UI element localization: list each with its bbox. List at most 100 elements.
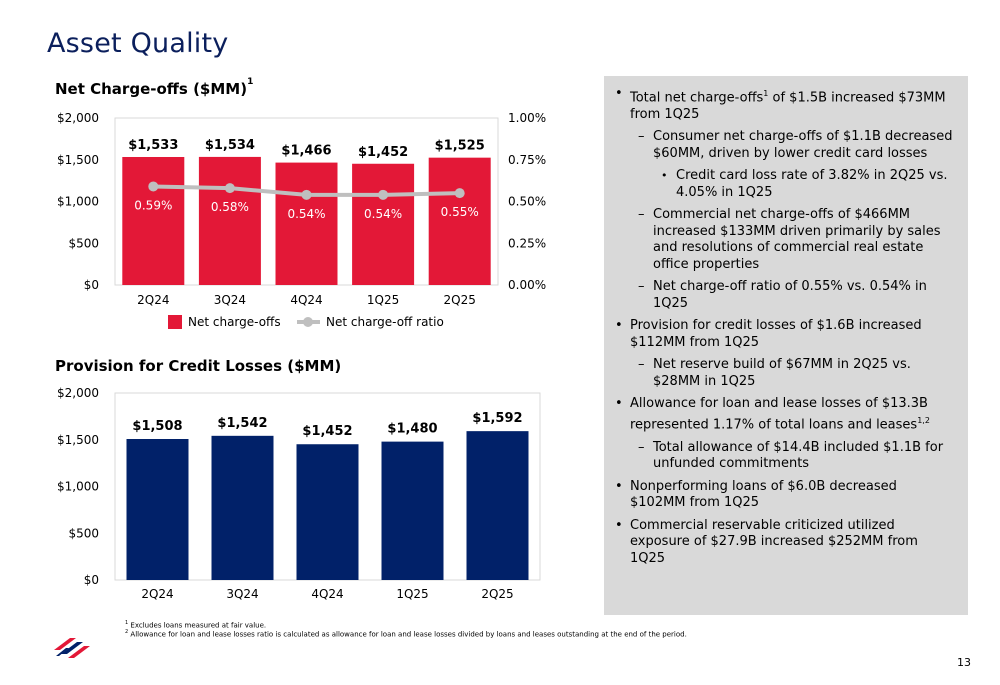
page-title: Asset Quality — [47, 28, 229, 59]
x-tick-label: 2Q25 — [481, 587, 513, 601]
bullet-text-main: Net reserve build of $67MM in 2Q25 vs. $… — [653, 357, 911, 389]
bullet-marker: – — [638, 279, 645, 295]
x-tick-label: 2Q24 — [141, 587, 173, 601]
bullet-text-main: Credit card loss rate of 3.82% in 2Q25 v… — [676, 168, 948, 200]
bar-net-charge-offs — [352, 163, 415, 285]
bullet-level-1: • Commercial reservable criticized utiliz… — [604, 518, 968, 568]
bullet-text: Allowance for loan and lease losses of $… — [630, 396, 956, 433]
bullet-marker: – — [638, 129, 645, 145]
bullet-marker: – — [638, 207, 645, 223]
y-right-tick-label: 0.50% — [508, 195, 546, 209]
legend-label-line: Net charge-off ratio — [326, 315, 444, 329]
legend-swatch-bars — [168, 315, 182, 329]
bullet-level-2: – Total allowance of $14.4B included $1.1… — [604, 440, 968, 473]
bullet-level-1: • Provision for credit losses of $1.6B in… — [604, 318, 968, 351]
footnote-text: Allowance for loan and lease losses rati… — [128, 630, 687, 639]
ratio-value-label: 0.58% — [211, 200, 249, 214]
bullet-text: Credit card loss rate of 3.82% in 2Q25 v… — [676, 168, 954, 201]
ratio-point — [224, 183, 235, 194]
bullet-text-main: Nonperforming loans of $6.0B decreased $… — [630, 478, 897, 511]
y-left-tick-label: $1,500 — [57, 153, 99, 167]
bullet-level-3: • Credit card loss rate of 3.82% in 2Q25 … — [604, 168, 968, 201]
footnote-2: 2 Allowance for loan and lease losses ra… — [125, 629, 687, 638]
bullet-text: Nonperforming loans of $6.0B decreased $… — [630, 479, 956, 512]
y-left-tick-label: $2,000 — [57, 386, 99, 400]
bullet-text: Net reserve build of $67MM in 2Q25 vs. $… — [653, 357, 954, 390]
bullet-text: Commercial net charge-offs of $466MM inc… — [653, 207, 954, 273]
ratio-point — [378, 189, 389, 200]
chart-title-text: Net Charge-offs ($MM) — [55, 80, 248, 98]
bullet-text: Commercial reservable criticized utilize… — [630, 518, 956, 568]
ratio-value-label: 0.55% — [441, 205, 479, 219]
y-right-tick-label: 1.00% — [508, 111, 546, 125]
bar-value-label: $1,525 — [435, 139, 485, 154]
bullet-level-2: – Consumer net charge-offs of $1.1B decre… — [604, 129, 968, 162]
x-tick-label: 1Q25 — [396, 587, 428, 601]
bullet-text-main: Total allowance of $14.4B included $1.1B… — [653, 439, 944, 472]
bullet-level-1: • Total net charge-offs1 of $1.5B increas… — [604, 86, 968, 123]
bar-net-charge-offs — [198, 156, 261, 285]
y-left-tick-label: $1,500 — [57, 433, 99, 447]
legend-label-bars: Net charge-offs — [188, 315, 281, 329]
bullet-marker: – — [638, 357, 645, 373]
x-tick-label: 4Q24 — [311, 587, 343, 601]
bullet-level-2: – Net charge-off ratio of 0.55% vs. 0.54%… — [604, 279, 968, 312]
footnote-number: 1 — [125, 620, 129, 626]
bullet-list: • Total net charge-offs1 of $1.5B increas… — [604, 86, 968, 573]
bullet-text-main: Net charge-off ratio of 0.55% vs. 0.54% … — [653, 279, 927, 311]
bullet-text: Total net charge-offs1 of $1.5B increase… — [630, 86, 956, 123]
bullet-text-main: Consumer net charge-offs of $1.1B decrea… — [653, 129, 953, 161]
bullet-level-1: • Nonperforming loans of $6.0B decreased … — [604, 479, 968, 512]
bar-value-label: $1,480 — [387, 422, 437, 437]
x-tick-label: 1Q25 — [367, 293, 399, 307]
bar-net-charge-offs — [428, 157, 491, 285]
footnote-1: 1 Excludes loans measured at fair value. — [125, 620, 266, 629]
bullet-marker: • — [615, 86, 623, 101]
chart-title-superscript: 1 — [247, 77, 254, 87]
net-charge-offs-chart: $2,000 $1,500 $1,000 $500 $0 1.00% 0.75% 0.50% 0… — [57, 111, 546, 329]
y-left-tick-label: $0 — [84, 278, 99, 292]
y-right-tick-label: 0.00% — [508, 278, 546, 292]
bullet-text-main: Allowance for loan and lease losses of $… — [630, 396, 928, 433]
bar-value-label: $1,452 — [358, 145, 408, 160]
x-tick-label: 3Q24 — [226, 587, 258, 601]
x-tick-label: 2Q24 — [137, 293, 169, 307]
bullet-text: Provision for credit losses of $1.6B inc… — [630, 318, 956, 351]
y-left-tick-label: $2,000 — [57, 111, 99, 125]
bullet-marker: • — [615, 396, 623, 412]
bullet-text: Net charge-off ratio of 0.55% vs. 0.54% … — [653, 279, 954, 312]
bar-value-label: $1,542 — [217, 416, 267, 431]
ratio-value-label: 0.59% — [134, 198, 172, 212]
bank-of-america-flag-logo-icon — [54, 638, 90, 658]
bar-provision — [211, 435, 274, 580]
bullet-marker: • — [661, 169, 668, 183]
bullet-text: Total allowance of $14.4B included $1.1B… — [653, 440, 954, 473]
bullet-text-main: Commercial net charge-offs of $466MM inc… — [653, 207, 941, 272]
bar-provision — [381, 441, 444, 580]
bullet-text-main: Total net charge-offs — [630, 90, 764, 106]
bar-provision — [466, 431, 529, 580]
x-tick-label: 3Q24 — [214, 293, 246, 307]
y-left-tick-label: $1,000 — [57, 195, 99, 209]
y-right-tick-label: 0.75% — [508, 153, 546, 167]
ratio-point — [301, 189, 312, 200]
bullet-marker: • — [615, 517, 623, 533]
y-left-tick-label: $0 — [84, 573, 99, 587]
bar-provision — [126, 439, 189, 580]
ratio-value-label: 0.54% — [287, 207, 325, 221]
bullet-text-main: Commercial reservable criticized utilize… — [630, 517, 918, 566]
page-number: 13 — [957, 656, 971, 669]
bullet-text-main: Provision for credit losses of $1.6B inc… — [630, 318, 922, 350]
bullet-text-continued: of $1.5B increased $73MM from 1Q25 — [630, 90, 946, 122]
ratio-point — [454, 188, 465, 199]
bullet-level-2: – Net reserve build of $67MM in 2Q25 vs. … — [604, 357, 968, 390]
y-left-tick-label: $500 — [68, 236, 99, 250]
provision-credit-losses-chart: $2,000 $1,500 $1,000 $500 $0 $1,508 2Q24 $1,542… — [57, 386, 541, 601]
bar-value-label: $1,466 — [281, 144, 331, 159]
x-tick-label: 2Q25 — [444, 293, 476, 307]
bar-value-label: $1,452 — [302, 424, 352, 439]
bar-value-label: $1,533 — [128, 138, 178, 153]
commentary-panel: • Total net charge-offs1 of $1.5B increas… — [604, 76, 968, 615]
ratio-value-label: 0.54% — [364, 207, 402, 221]
legend-swatch-marker — [303, 317, 313, 327]
